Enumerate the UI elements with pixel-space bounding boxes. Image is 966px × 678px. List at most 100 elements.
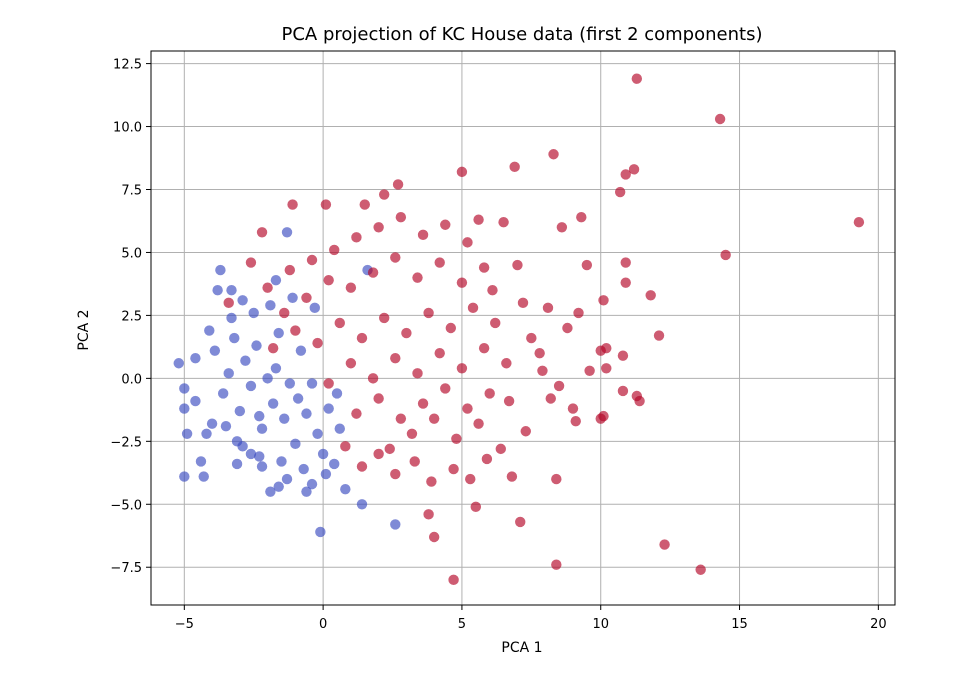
data-point-series-0 — [254, 410, 265, 422]
data-point-series-1 — [501, 358, 512, 369]
x-tick-label: 20 — [870, 617, 887, 632]
data-point-series-1 — [576, 212, 587, 223]
data-point-series-1 — [406, 428, 418, 439]
data-point-series-1 — [390, 252, 401, 263]
data-point-series-1 — [595, 345, 606, 356]
data-point-series-0 — [251, 340, 262, 351]
data-point-series-1 — [445, 322, 457, 334]
data-point-series-0 — [323, 403, 334, 414]
data-point-series-0 — [301, 408, 312, 419]
data-point-series-0 — [248, 307, 259, 319]
data-point-series-1 — [434, 347, 445, 359]
x-tick-label: 15 — [731, 617, 748, 632]
plot-frame — [150, 50, 896, 606]
y-tick-label: 5.0 — [121, 246, 142, 261]
data-point-series-1 — [329, 244, 340, 256]
data-point-series-0 — [181, 428, 193, 439]
data-point-series-1 — [256, 227, 268, 238]
data-point-series-0 — [245, 448, 257, 460]
data-point-series-0 — [226, 285, 237, 296]
data-point-series-1 — [390, 468, 401, 480]
y-tick-label: −7.5 — [110, 561, 142, 576]
data-point-series-1 — [301, 292, 312, 303]
data-point-series-0 — [334, 423, 345, 434]
data-point-series-1 — [465, 473, 476, 485]
data-point-series-1 — [390, 353, 401, 364]
data-point-series-1 — [720, 249, 731, 261]
data-point-series-1 — [620, 169, 631, 180]
data-point-series-0 — [281, 473, 293, 485]
data-point-series-0 — [206, 418, 218, 429]
data-point-series-1 — [481, 453, 493, 465]
data-point-series-1 — [478, 262, 490, 273]
data-point-series-1 — [512, 259, 523, 271]
data-point-series-1 — [542, 302, 554, 314]
data-point-series-0 — [173, 358, 184, 369]
data-point-series-1 — [417, 229, 429, 241]
data-point-series-1 — [467, 302, 479, 314]
data-point-series-1 — [267, 342, 279, 354]
data-point-series-1 — [620, 277, 631, 288]
y-tick-label: 0.0 — [121, 372, 142, 387]
data-point-series-0 — [320, 468, 332, 480]
data-point-series-1 — [312, 337, 323, 349]
data-point-series-0 — [234, 405, 246, 417]
data-point-series-0 — [231, 458, 243, 470]
data-point-series-1 — [426, 476, 437, 487]
data-point-series-1 — [434, 257, 445, 268]
data-point-series-1 — [423, 509, 434, 520]
data-point-series-1 — [373, 393, 384, 404]
data-point-series-1 — [515, 516, 526, 528]
data-point-series-1 — [653, 330, 665, 341]
data-point-series-0 — [201, 428, 212, 439]
data-point-series-1 — [373, 222, 384, 233]
data-point-series-1 — [456, 166, 468, 178]
data-point-series-1 — [320, 199, 332, 210]
data-point-series-0 — [287, 292, 298, 303]
data-point-series-0 — [340, 483, 351, 495]
data-point-series-1 — [509, 161, 520, 173]
data-point-series-1 — [351, 232, 362, 243]
data-point-series-1 — [359, 199, 370, 210]
data-point-series-0 — [276, 456, 287, 467]
data-point-series-1 — [428, 531, 440, 543]
data-point-series-0 — [306, 478, 318, 490]
data-point-series-0 — [292, 393, 304, 404]
data-point-series-1 — [306, 254, 318, 266]
data-point-series-1 — [356, 332, 368, 344]
data-point-series-0 — [265, 300, 276, 311]
data-point-series-0 — [309, 302, 320, 314]
data-point-series-1 — [384, 443, 395, 455]
y-tick-label: 2.5 — [121, 309, 142, 324]
data-point-series-0 — [245, 380, 257, 392]
data-point-series-1 — [617, 385, 629, 397]
data-point-series-1 — [378, 189, 390, 200]
data-point-series-1 — [695, 564, 706, 575]
data-point-series-1 — [323, 274, 334, 286]
data-point-series-1 — [595, 413, 606, 424]
data-point-series-1 — [645, 290, 656, 301]
x-tick-label: −5 — [175, 617, 194, 632]
data-point-series-0 — [295, 345, 307, 356]
data-point-series-0 — [256, 461, 268, 472]
data-point-series-1 — [581, 259, 593, 271]
data-point-series-1 — [573, 307, 584, 319]
y-axis-label: PCA 2 — [76, 309, 92, 350]
data-point-series-0 — [298, 463, 309, 475]
data-point-series-1 — [345, 358, 357, 369]
data-point-series-0 — [390, 519, 401, 530]
data-point-series-0 — [315, 526, 326, 538]
data-point-series-1 — [537, 365, 548, 377]
data-point-series-0 — [198, 471, 209, 482]
data-point-series-1 — [659, 539, 670, 550]
grid-lines — [151, 51, 895, 605]
data-point-series-0 — [229, 332, 240, 344]
data-point-series-0 — [226, 312, 237, 324]
y-tick-label: −2.5 — [110, 435, 142, 450]
y-tick-label: 10.0 — [113, 121, 142, 136]
data-point-series-1 — [628, 164, 640, 175]
data-point-series-0 — [190, 395, 201, 407]
data-point-series-1 — [495, 443, 506, 455]
data-point-series-1 — [506, 471, 518, 482]
